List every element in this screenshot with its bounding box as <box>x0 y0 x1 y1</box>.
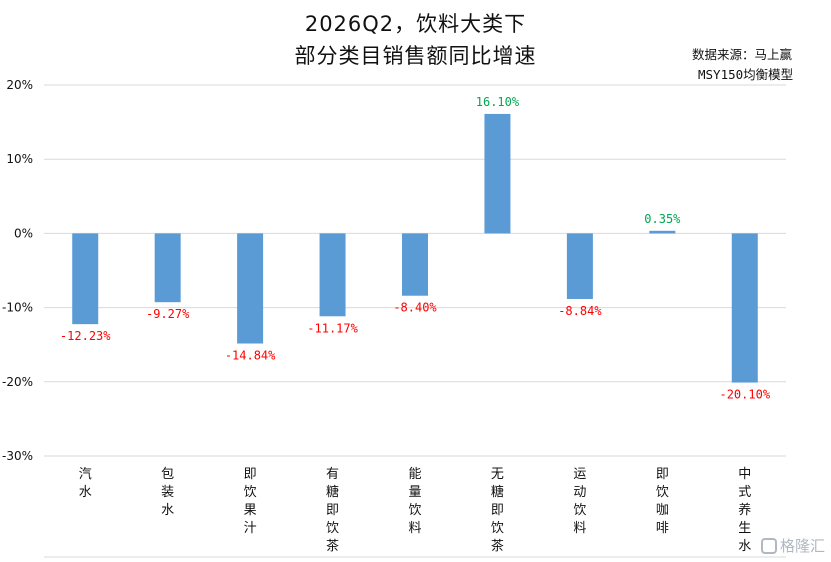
data-label: -14.84% <box>225 349 276 363</box>
x-category-label: 有糖即饮茶 <box>326 467 339 554</box>
data-label: -9.27% <box>146 307 190 321</box>
bar <box>154 233 181 303</box>
x-category-label: 即饮果汁 <box>244 467 257 536</box>
y-tick-label: 0% <box>14 226 33 240</box>
bar <box>237 233 264 344</box>
data-label: 0.35% <box>644 212 681 226</box>
y-tick-label: 20% <box>6 78 33 92</box>
bar <box>402 233 428 296</box>
y-tick-label: 10% <box>6 152 33 166</box>
x-category-label: 能量饮料 <box>408 467 421 536</box>
bar <box>566 233 593 299</box>
bar <box>319 233 346 317</box>
x-category-label: 运动饮料 <box>573 467 586 536</box>
y-tick-label: -30% <box>2 449 33 463</box>
bar <box>72 233 99 325</box>
bar <box>731 233 758 383</box>
model-label: MSY150均衡模型 <box>698 67 794 82</box>
y-tick-label: -10% <box>2 301 33 315</box>
data-label: -12.23% <box>60 329 111 343</box>
data-label: 16.10% <box>476 95 520 109</box>
chart-subtitle: 部分类目销售额同比增速 <box>294 44 537 68</box>
data-label: -20.10% <box>719 388 770 402</box>
watermark-logo-icon <box>760 537 777 554</box>
watermark: 格隆汇 <box>760 535 825 556</box>
x-category-label: 包装水 <box>161 467 174 518</box>
source-label: 数据来源：马上赢 <box>692 47 793 62</box>
bar <box>484 113 511 234</box>
data-label: -8.40% <box>393 301 437 315</box>
x-category-label: 汽水 <box>79 467 92 500</box>
watermark-text: 格隆汇 <box>779 537 825 555</box>
bar <box>649 230 676 234</box>
chart-title: 2026Q2，饮料大类下 <box>304 12 527 36</box>
x-category-label: 即饮咖啡 <box>656 467 669 536</box>
data-label: -11.17% <box>307 321 358 335</box>
y-tick-label: -20% <box>2 375 33 389</box>
x-category-label: 无糖即饮茶 <box>491 467 504 554</box>
x-category-label: 中式养生水 <box>738 467 751 554</box>
data-label: -8.84% <box>558 304 602 318</box>
